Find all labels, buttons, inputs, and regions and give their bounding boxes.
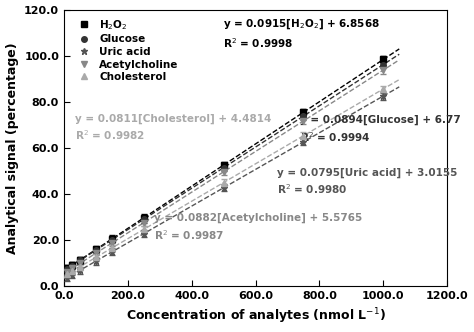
H$_2$O$_2$ <box>64 267 70 271</box>
Glucose <box>69 264 75 268</box>
Text: y = 0.0915[H$_2$O$_2$] + 6.8568
R$^2$ = 0.9998: y = 0.0915[H$_2$O$_2$] + 6.8568 R$^2$ = … <box>223 18 380 50</box>
H$_2$O$_2$ <box>221 163 227 167</box>
Cholesterol <box>69 269 75 273</box>
Cholesterol <box>64 272 70 276</box>
Acetylcholine <box>381 68 386 72</box>
Acetylcholine <box>77 261 83 265</box>
Text: y = 0.0795[Uric acid] + 3.0155
R$^2$ = 0.9980: y = 0.0795[Uric acid] + 3.0155 R$^2$ = 0… <box>277 167 457 196</box>
Line: Acetylcholine: Acetylcholine <box>64 67 386 274</box>
Glucose <box>301 114 306 118</box>
H$_2$O$_2$ <box>77 258 83 262</box>
Legend: H$_2$O$_2$, Glucose, Uric acid, Acetylcholine, Cholesterol: H$_2$O$_2$, Glucose, Uric acid, Acetylch… <box>69 15 182 85</box>
Cholesterol <box>93 255 99 259</box>
H$_2$O$_2$ <box>93 247 99 251</box>
Uric acid <box>221 186 227 190</box>
Uric acid <box>64 276 70 280</box>
Acetylcholine <box>109 241 115 245</box>
Acetylcholine <box>69 267 75 271</box>
Acetylcholine <box>64 270 70 274</box>
Uric acid <box>69 273 75 277</box>
Line: H$_2$O$_2$: H$_2$O$_2$ <box>64 57 386 271</box>
Line: Uric acid: Uric acid <box>64 93 387 281</box>
Glucose <box>141 217 146 221</box>
H$_2$O$_2$ <box>301 110 306 114</box>
H$_2$O$_2$ <box>141 216 146 220</box>
Glucose <box>221 166 227 170</box>
Cholesterol <box>109 246 115 250</box>
Cholesterol <box>221 181 227 185</box>
Glucose <box>381 62 386 66</box>
Y-axis label: Analytical signal (percentage): Analytical signal (percentage) <box>6 42 18 254</box>
Line: Cholesterol: Cholesterol <box>64 86 386 277</box>
Acetylcholine <box>301 119 306 123</box>
Glucose <box>109 238 115 242</box>
Acetylcholine <box>221 170 227 174</box>
Uric acid <box>93 259 99 263</box>
Uric acid <box>381 94 386 98</box>
Text: y = 0.0811[Cholesterol] + 4.4814
R$^2$ = 0.9982: y = 0.0811[Cholesterol] + 4.4814 R$^2$ =… <box>75 114 272 142</box>
Acetylcholine <box>141 221 146 225</box>
Glucose <box>93 248 99 252</box>
Line: Glucose: Glucose <box>64 62 386 272</box>
Uric acid <box>77 268 83 272</box>
Text: y = 0.0882[Acetylcholine] + 5.5765
R$^2$ = 0.9987: y = 0.0882[Acetylcholine] + 5.5765 R$^2$… <box>154 213 362 242</box>
Cholesterol <box>301 134 306 138</box>
Glucose <box>64 267 70 271</box>
Cholesterol <box>77 265 83 269</box>
H$_2$O$_2$ <box>109 237 115 241</box>
Glucose <box>77 259 83 263</box>
Text: y = 0.0894[Glucose] + 6.77
R$^2$ = 0.9994: y = 0.0894[Glucose] + 6.77 R$^2$ = 0.999… <box>300 115 460 143</box>
Uric acid <box>109 250 115 254</box>
X-axis label: Concentration of analytes (nmol L$^{-1}$): Concentration of analytes (nmol L$^{-1}$… <box>126 307 385 326</box>
Uric acid <box>141 232 146 236</box>
Acetylcholine <box>93 251 99 255</box>
H$_2$O$_2$ <box>69 263 75 267</box>
H$_2$O$_2$ <box>381 57 386 61</box>
Uric acid <box>301 140 306 144</box>
Cholesterol <box>141 227 146 231</box>
Cholesterol <box>381 87 386 91</box>
